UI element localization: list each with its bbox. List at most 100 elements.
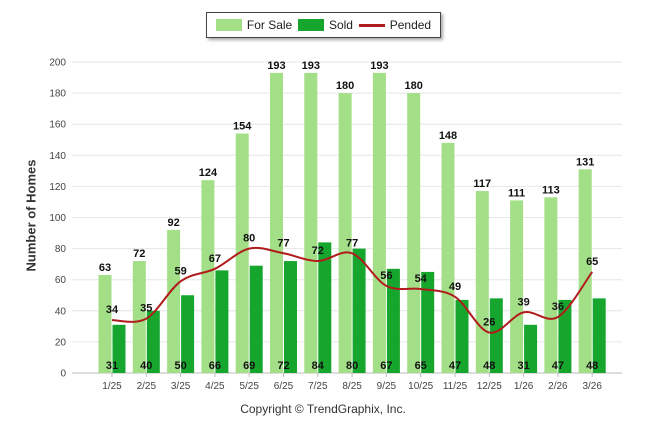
bar-for-sale <box>578 169 592 373</box>
x-tick-label: 4/25 <box>205 381 225 392</box>
x-tick-label: 2/25 <box>137 381 157 392</box>
label-for-sale: 72 <box>133 248 145 260</box>
label-for-sale: 180 <box>405 80 423 92</box>
bar-for-sale <box>201 180 215 373</box>
y-axis-title: Number of Homes <box>23 159 39 272</box>
bar-sold <box>592 298 606 373</box>
label-sold: 65 <box>415 360 427 372</box>
bar-for-sale <box>338 93 352 373</box>
pended-line <box>111 246 594 334</box>
legend-label-sold: Sold <box>328 18 353 32</box>
bar-sold <box>181 295 195 373</box>
y-tick-label: 160 <box>49 120 66 131</box>
x-tick-label: 10/25 <box>408 381 433 392</box>
bar-sold <box>524 324 538 373</box>
bar-for-sale <box>304 72 318 373</box>
label-pended: 39 <box>517 296 529 308</box>
x-tick-label: 6/25 <box>274 381 294 392</box>
legend-item-pended[interactable]: Pended <box>358 18 432 32</box>
copyright-text: Copyright © TrendGraphix, Inc. <box>240 402 406 416</box>
label-for-sale: 180 <box>336 80 354 92</box>
bar-sold <box>558 299 572 373</box>
label-for-sale: 113 <box>542 184 560 196</box>
bar-sold <box>318 242 332 373</box>
label-pended: 56 <box>380 270 392 282</box>
label-pended: 35 <box>140 303 152 315</box>
label-sold: 48 <box>483 360 495 372</box>
bar-sold <box>455 299 469 373</box>
x-tick-label: 5/25 <box>239 381 259 392</box>
label-sold: 72 <box>277 360 289 372</box>
label-sold: 31 <box>517 360 529 372</box>
label-for-sale: 193 <box>267 60 285 72</box>
x-tick-label: 11/25 <box>443 381 468 392</box>
y-tick-label: 20 <box>55 337 67 348</box>
label-for-sale: 193 <box>370 60 388 72</box>
bar-sold <box>352 248 366 373</box>
y-tick-label: 120 <box>49 182 66 193</box>
bar-for-sale <box>475 191 489 373</box>
pended-swatch <box>358 23 385 27</box>
for-sale-swatch <box>215 19 242 31</box>
bar-for-sale <box>98 275 112 373</box>
label-pended: 36 <box>552 301 564 313</box>
x-tick-label: 1/25 <box>102 381 122 392</box>
label-for-sale: 117 <box>473 178 491 190</box>
x-tick-label: 2/26 <box>548 381 568 392</box>
label-pended: 54 <box>415 273 428 285</box>
y-tick-label: 200 <box>49 58 66 69</box>
label-pended: 77 <box>346 237 358 249</box>
label-for-sale: 124 <box>199 167 218 179</box>
y-tick-label: 180 <box>49 89 66 100</box>
bar-sold <box>386 268 400 373</box>
x-tick-label: 3/25 <box>171 381 191 392</box>
bar-sold <box>215 270 229 373</box>
bar-for-sale <box>510 200 524 373</box>
label-for-sale: 154 <box>233 121 252 133</box>
x-tick-label: 7/25 <box>308 381 328 392</box>
label-pended: 34 <box>106 304 119 316</box>
label-for-sale: 193 <box>302 60 320 72</box>
legend-item-sold[interactable]: Sold <box>297 18 353 32</box>
y-tick-label: 80 <box>55 244 67 255</box>
bar-sold <box>146 310 160 373</box>
label-for-sale: 63 <box>99 262 111 274</box>
label-for-sale: 92 <box>167 217 179 229</box>
legend: For Sale Sold Pended <box>206 12 441 38</box>
y-tick-label: 60 <box>55 275 67 286</box>
pended-series-line <box>111 246 594 334</box>
y-tick-label: 0 <box>60 369 66 380</box>
x-axis: 1/25 2/25 3/25 4/25 5/25 6/25 7/25 8/25 9/25 10/2… <box>102 373 602 392</box>
y-axis: 0 20 40 60 80 100 120 140 160 180 200 <box>49 58 66 380</box>
bar-sold <box>249 265 263 373</box>
label-for-sale: 111 <box>508 187 525 199</box>
bar-for-sale <box>544 197 558 373</box>
bar-for-sale <box>270 72 283 373</box>
label-sold: 66 <box>209 360 221 372</box>
y-tick-label: 100 <box>49 213 66 224</box>
label-pended: 49 <box>449 281 461 293</box>
legend-item-for-sale[interactable]: For Sale <box>215 18 293 32</box>
label-sold: 47 <box>449 360 461 372</box>
label-pended: 65 <box>586 256 598 268</box>
label-pended: 26 <box>483 317 495 329</box>
y-tick-label: 40 <box>55 306 67 317</box>
legend-label-pended: Pended <box>389 18 432 32</box>
x-tick-label: 1/26 <box>514 381 534 392</box>
bar-for-sale <box>235 133 249 373</box>
bar-for-sale <box>132 261 146 373</box>
x-tick-label: 12/25 <box>477 381 502 392</box>
label-sold: 40 <box>140 360 152 372</box>
label-sold: 69 <box>243 360 255 372</box>
label-sold: 67 <box>380 360 392 372</box>
x-tick-label: 9/25 <box>377 381 397 392</box>
label-pended: 67 <box>209 253 221 265</box>
label-pended: 77 <box>277 237 289 249</box>
label-sold: 47 <box>552 360 564 372</box>
label-sold: 84 <box>312 360 325 372</box>
label-for-sale: 148 <box>439 130 457 142</box>
legend-label-for-sale: For Sale <box>246 18 293 32</box>
bar-for-sale <box>441 142 455 373</box>
label-sold: 31 <box>106 360 118 372</box>
